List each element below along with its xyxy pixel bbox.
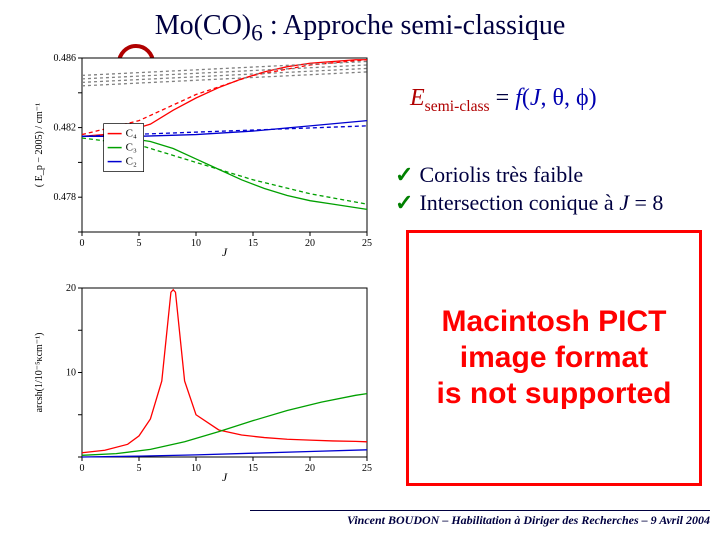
footer-text: Vincent BOUDON – Habilitation à Diriger … bbox=[347, 513, 710, 527]
formula-f: f bbox=[515, 85, 522, 111]
svg-text:J: J bbox=[222, 470, 228, 484]
svg-text:0: 0 bbox=[80, 238, 85, 249]
formula-po: ( bbox=[522, 85, 530, 111]
formula-E: E bbox=[410, 85, 425, 111]
formula-sub: semi-class bbox=[425, 98, 490, 115]
svg-text:0: 0 bbox=[80, 463, 85, 474]
svg-text:C₄: C₄ bbox=[126, 128, 137, 140]
svg-text:10: 10 bbox=[191, 463, 201, 474]
check-icon: ✓ bbox=[395, 162, 413, 187]
svg-text:5: 5 bbox=[137, 463, 142, 474]
svg-text:C₃: C₃ bbox=[126, 142, 137, 154]
svg-text:15: 15 bbox=[248, 463, 258, 474]
svg-text:0.478: 0.478 bbox=[54, 192, 77, 203]
svg-text:( E_p − 2005) / cm⁻¹: ( E_p − 2005) / cm⁻¹ bbox=[34, 103, 45, 187]
formula-J: J bbox=[530, 85, 541, 111]
bullet-item: ✓Coriolis très faible bbox=[395, 162, 663, 188]
svg-text:10: 10 bbox=[191, 238, 201, 249]
svg-text:5: 5 bbox=[137, 238, 142, 249]
svg-text:C₂: C₂ bbox=[126, 156, 137, 168]
bullet-item: ✓Intersection conique à J = 8 bbox=[395, 190, 663, 216]
svg-text:0.482: 0.482 bbox=[54, 123, 77, 134]
missing-image-box: Macintosh PICTimage formatis not support… bbox=[406, 230, 702, 486]
svg-text:25: 25 bbox=[362, 238, 372, 249]
slide-footer: Vincent BOUDON – Habilitation à Diriger … bbox=[250, 510, 710, 528]
svg-text:20: 20 bbox=[305, 238, 315, 249]
bullet-list: ✓Coriolis très faible✓Intersection coniq… bbox=[395, 160, 663, 218]
svg-text:arcsh(1/10⁻⁵κcm⁻¹): arcsh(1/10⁻⁵κcm⁻¹) bbox=[34, 333, 45, 413]
formula-s2: , bbox=[564, 85, 576, 111]
formula-s1: , bbox=[541, 85, 553, 111]
svg-text:20: 20 bbox=[66, 283, 76, 294]
check-icon: ✓ bbox=[395, 190, 413, 215]
svg-text:20: 20 bbox=[305, 463, 315, 474]
formula-eq: = bbox=[490, 85, 516, 111]
svg-text:15: 15 bbox=[248, 238, 258, 249]
svg-text:25: 25 bbox=[362, 463, 372, 474]
footer-rule bbox=[250, 510, 710, 511]
energy-chart: 0 5 10 15 20 25 0.478 0.482 0.486 J ( E_p − 2005) … bbox=[30, 50, 375, 260]
formula-pc: ) bbox=[589, 85, 597, 111]
svg-text:J: J bbox=[222, 245, 228, 259]
formula-phi: ϕ bbox=[576, 85, 589, 111]
svg-text:0.486: 0.486 bbox=[54, 53, 77, 64]
formula-theta: θ bbox=[553, 85, 565, 111]
energy-formula: Esemi-class = f(J, θ, ϕ) bbox=[410, 85, 597, 116]
curvature-chart: 0 5 10 15 20 25 10 20 Jarcsh(1/10⁻⁵κcm⁻¹) bbox=[30, 280, 375, 485]
svg-text:10: 10 bbox=[66, 368, 76, 379]
